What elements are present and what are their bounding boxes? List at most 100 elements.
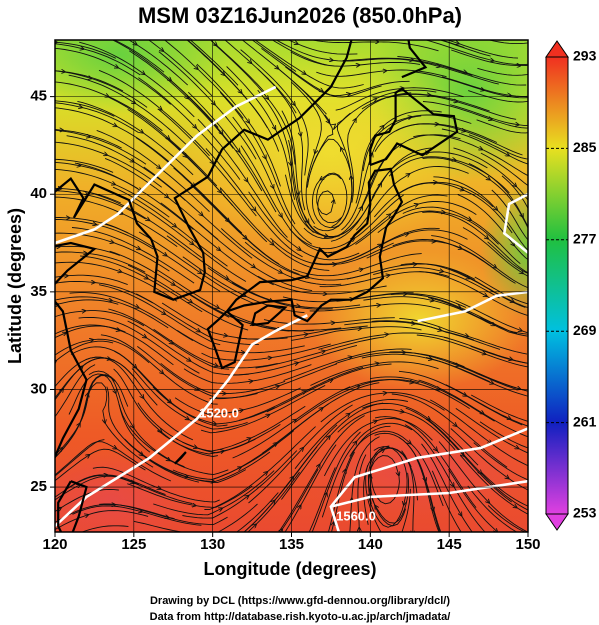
- streamline: [128, 50, 188, 99]
- streamline: [41, 22, 110, 38]
- streamline: [219, 249, 274, 286]
- streamline: [441, 330, 501, 350]
- streamline: [254, 267, 313, 292]
- streamline: [317, 190, 342, 224]
- colorbar-tick-label: 293: [573, 48, 597, 64]
- streamline: [397, 56, 466, 73]
- streamline: [273, 244, 330, 271]
- footer-line: Drawing by DCL (https://www.gfd-dennou.o…: [150, 595, 450, 607]
- streamline: [356, 422, 413, 442]
- streamline: [433, 176, 497, 210]
- streamline: [80, 525, 129, 532]
- streamline: [96, 129, 161, 168]
- streamline: [374, 416, 437, 451]
- streamline: [453, 147, 517, 186]
- streamline: [87, 374, 129, 407]
- streamline: [72, 505, 142, 515]
- streamline: [263, 319, 334, 325]
- streamline: [248, 191, 301, 250]
- streamline: [107, 96, 170, 139]
- streamline: [55, 41, 57, 42]
- streamline: [195, 127, 241, 180]
- streamline: [78, 316, 147, 337]
- streamline: [55, 129, 90, 138]
- colorbar: [545, 56, 569, 515]
- streamline: [55, 364, 96, 418]
- streamline: [113, 40, 165, 73]
- streamline: [305, 366, 364, 392]
- streamline: [176, 330, 244, 352]
- streamline: [479, 421, 528, 449]
- streamline: [55, 129, 63, 131]
- streamline: [161, 109, 210, 157]
- streamline: [111, 40, 172, 80]
- streamline: [324, 98, 377, 131]
- streamline: [138, 307, 194, 341]
- streamline: [55, 161, 80, 166]
- streamline: [321, 442, 356, 518]
- streamline: [316, 173, 342, 216]
- streamline: [55, 43, 83, 49]
- streamline: [349, 399, 408, 414]
- streamline: [214, 104, 257, 160]
- streamline: [109, 250, 175, 285]
- streamline: [92, 466, 161, 489]
- coastline: [55, 241, 97, 460]
- streamline: [445, 384, 511, 420]
- streamline: [164, 40, 198, 69]
- streamline: [285, 66, 350, 96]
- streamline: [482, 149, 528, 177]
- streamline: [220, 228, 282, 273]
- streamline: [127, 320, 191, 361]
- streamline: [146, 457, 214, 481]
- streamline: [143, 397, 194, 441]
- streamline: [380, 303, 441, 310]
- streamline: [197, 68, 244, 119]
- streamline: [88, 510, 149, 517]
- colorbar-tick-label: 277: [573, 231, 597, 247]
- streamline: [438, 441, 489, 503]
- streamline: [345, 425, 391, 470]
- streamline: [255, 351, 325, 369]
- streamline: [401, 450, 414, 532]
- streamline: [85, 356, 144, 398]
- streamline: [98, 284, 165, 315]
- streamline: [205, 148, 256, 210]
- streamline: [402, 206, 471, 220]
- streamline: [403, 411, 456, 451]
- x-tick-label: 135: [279, 536, 304, 553]
- streamline: [262, 408, 322, 454]
- streamline: [464, 130, 523, 156]
- streamline: [311, 179, 341, 229]
- streamline: [449, 104, 519, 125]
- streamline: [300, 249, 360, 261]
- streamline: [508, 155, 528, 165]
- streamline: [189, 40, 239, 86]
- streamline: [294, 414, 350, 470]
- streamline: [80, 255, 148, 279]
- streamline: [221, 470, 275, 509]
- streamline: [74, 162, 142, 191]
- streamline: [187, 98, 234, 149]
- streamline: [172, 343, 230, 370]
- streamline: [483, 89, 528, 99]
- streamline: [473, 442, 528, 481]
- streamline: [131, 368, 189, 419]
- streamline: [116, 125, 170, 163]
- streamline: [113, 242, 170, 272]
- streamline: [182, 496, 248, 519]
- streamline: [462, 227, 523, 274]
- streamline: [138, 77, 196, 128]
- streamline: [135, 137, 195, 187]
- streamline: [417, 201, 477, 215]
- streamline: [395, 182, 464, 197]
- streamline: [145, 337, 200, 374]
- streamline: [508, 478, 528, 491]
- streamline: [363, 296, 433, 301]
- streamline: [342, 58, 414, 60]
- streamline: [431, 235, 496, 268]
- streamline: [293, 424, 338, 477]
- streamline: [240, 145, 282, 217]
- streamline: [429, 419, 479, 466]
- streamline: [55, 361, 56, 410]
